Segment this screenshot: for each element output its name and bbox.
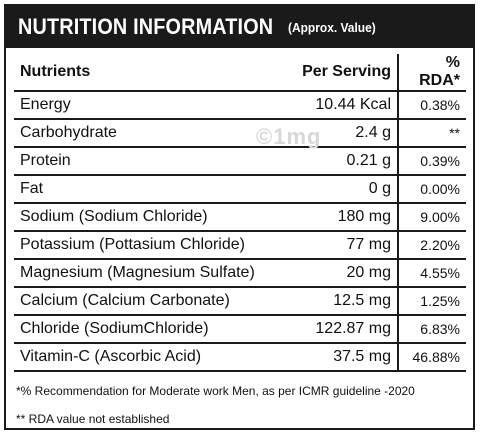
rda-value: 1.25%: [398, 287, 466, 316]
rda-value: 2.20%: [398, 231, 466, 260]
nutrient-name: Carbohydrate: [14, 119, 294, 148]
nutrient-name: Vitamin-C (Ascorbic Acid): [14, 343, 294, 372]
nutrient-name: Potassium (Pottasium Chloride): [14, 231, 294, 260]
table-row: Calcium (Calcium Carbonate) 12.5 mg 1.25%: [14, 287, 466, 316]
panel-subtitle: (Approx. Value): [287, 19, 376, 35]
rda-value: 9.00%: [398, 203, 466, 232]
table-row: Energy 10.44 Kcal 0.38%: [14, 91, 466, 120]
watermark-logo: ©1mg: [256, 124, 322, 149]
rda-value: 4.55%: [398, 259, 466, 288]
rda-value: 6.83%: [398, 315, 466, 344]
nutrient-name: Energy: [14, 91, 294, 120]
panel-title: NUTRITION INFORMATION: [18, 14, 274, 39]
nutrition-table: Nutrients Per Serving % RDA* Energy 10.44…: [14, 54, 466, 372]
per-serving-value: 122.87 mg: [294, 315, 399, 344]
table-row: Protein 0.21 g 0.39%: [14, 147, 466, 176]
nutrient-name: Sodium (Sodium Chloride): [14, 203, 294, 232]
rda-value: **: [398, 119, 466, 148]
nutrient-name: Chloride (SodiumChloride): [14, 315, 294, 344]
table-row: Potassium (Pottasium Chloride) 77 mg 2.20%: [14, 231, 466, 260]
per-serving-value: 180 mg: [294, 203, 399, 232]
footnote-recommendation: *% Recommendation for Moderate work Men,…: [16, 384, 415, 398]
per-serving-value: 2.4 g: [294, 119, 399, 148]
table-header-row: Nutrients Per Serving % RDA*: [14, 54, 466, 92]
per-serving-value: 10.44 Kcal: [294, 91, 399, 120]
nutrient-name: Protein: [14, 147, 294, 176]
per-serving-value: 37.5 mg: [294, 343, 399, 372]
table-row: Carbohydrate 2.4 g **: [14, 119, 466, 148]
column-header-nutrients: Nutrients: [14, 54, 294, 92]
nutrient-name: Calcium (Calcium Carbonate): [14, 287, 294, 316]
per-serving-value: 0 g: [294, 175, 399, 204]
nutrient-name: Fat: [14, 175, 294, 204]
table-row: Vitamin-C (Ascorbic Acid) 37.5 mg 46.88%: [14, 343, 466, 372]
column-header-per-serving: Per Serving: [294, 54, 399, 92]
rda-value: 0.38%: [398, 91, 466, 120]
nutrition-panel: NUTRITION INFORMATION (Approx. Value) Nu…: [4, 4, 475, 430]
per-serving-value: 0.21 g: [294, 147, 399, 176]
rda-value: 46.88%: [398, 343, 466, 372]
footnote-rda-not-established: ** RDA value not established: [16, 412, 170, 426]
per-serving-value: 77 mg: [294, 231, 399, 260]
table-row: Fat 0 g 0.00%: [14, 175, 466, 204]
column-header-rda: % RDA*: [398, 54, 466, 92]
per-serving-value: 12.5 mg: [294, 287, 399, 316]
table-row: Magnesium (Magnesium Sulfate) 20 mg 4.55%: [14, 259, 466, 288]
rda-value: 0.39%: [398, 147, 466, 176]
table-row: Sodium (Sodium Chloride) 180 mg 9.00%: [14, 203, 466, 232]
nutrient-name: Magnesium (Magnesium Sulfate): [14, 259, 294, 288]
rda-value: 0.00%: [398, 175, 466, 204]
per-serving-value: 20 mg: [294, 259, 399, 288]
panel-header: NUTRITION INFORMATION (Approx. Value): [6, 6, 473, 48]
table-row: Chloride (SodiumChloride) 122.87 mg 6.83%: [14, 315, 466, 344]
